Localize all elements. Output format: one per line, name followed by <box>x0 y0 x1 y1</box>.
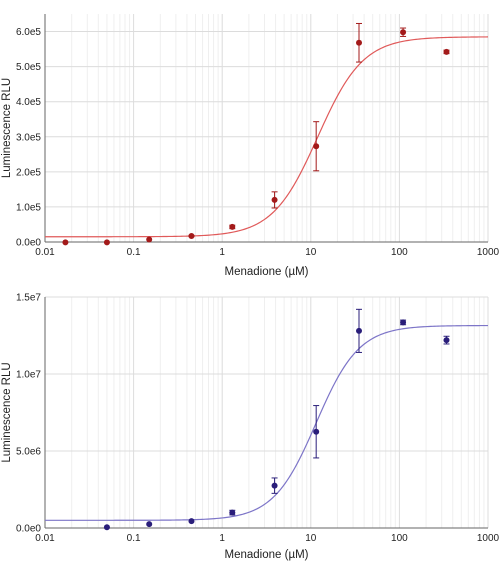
x-tick-label: 100 <box>391 247 408 258</box>
x-tick-label: 10 <box>305 533 317 544</box>
data-point <box>356 327 363 334</box>
data-point <box>188 518 195 525</box>
y-tick-label: 2.0e5 <box>16 167 41 178</box>
x-tick-label: 1000 <box>477 533 500 544</box>
y-tick-label: 1.5e7 <box>16 293 41 304</box>
data-point <box>271 196 278 203</box>
data-point <box>103 239 110 246</box>
data-point <box>400 29 407 36</box>
y-tick-label: 5.0e5 <box>16 62 41 73</box>
data-point <box>400 319 407 326</box>
y-tick-label: 4.0e5 <box>16 97 41 108</box>
chart-1: 0.01 0.1 1 10 100 1000 0.0e0 1.0e5 2.0e5 3.0e5 4.0… <box>1 14 500 278</box>
y-axis-label: Luminescence RLU <box>1 78 13 178</box>
x-tick-label: 1 <box>219 247 225 258</box>
data-point <box>271 482 278 489</box>
y-tick-label: 3.0e5 <box>16 132 41 143</box>
data-point <box>443 337 450 344</box>
y-tick-label: 1.0e7 <box>16 370 41 381</box>
y-tick-label: 5.0e6 <box>16 447 41 458</box>
data-point <box>188 233 195 240</box>
data-point <box>62 239 69 246</box>
data-point <box>229 509 236 516</box>
data-point <box>103 524 110 531</box>
x-axis-label: Menadione (µM) <box>225 266 309 278</box>
y-tick-label: 6.0e5 <box>16 27 41 38</box>
x-tick-label: 0.1 <box>127 533 141 544</box>
data-point <box>229 223 236 230</box>
x-axis-label: Menadione (µM) <box>225 549 309 561</box>
x-tick-label: 0.01 <box>35 247 55 258</box>
x-tick-label: 0.01 <box>35 533 55 544</box>
data-point <box>146 521 153 528</box>
data-point <box>146 236 153 243</box>
data-point <box>313 143 320 150</box>
chart-2: 0.01 0.1 1 10 100 1000 0.0e0 5.0e6 1.0e7 1.5e7 Men… <box>1 293 500 562</box>
data-point <box>443 48 450 55</box>
fit-curve <box>45 324 489 521</box>
y-axis-label: Luminescence RLU <box>1 362 13 462</box>
x-tick-label: 1 <box>219 533 225 544</box>
data-point <box>313 428 320 435</box>
y-tick-label: 1.0e5 <box>16 202 41 213</box>
y-tick-label: 0.0e0 <box>16 238 41 249</box>
data-point <box>356 39 363 46</box>
x-tick-label: 10 <box>305 247 317 258</box>
x-tick-label: 100 <box>391 533 408 544</box>
x-tick-label: 0.1 <box>127 247 141 258</box>
fit-curve <box>45 36 489 238</box>
x-tick-label: 1000 <box>477 247 500 258</box>
y-tick-label: 0.0e0 <box>16 524 41 535</box>
